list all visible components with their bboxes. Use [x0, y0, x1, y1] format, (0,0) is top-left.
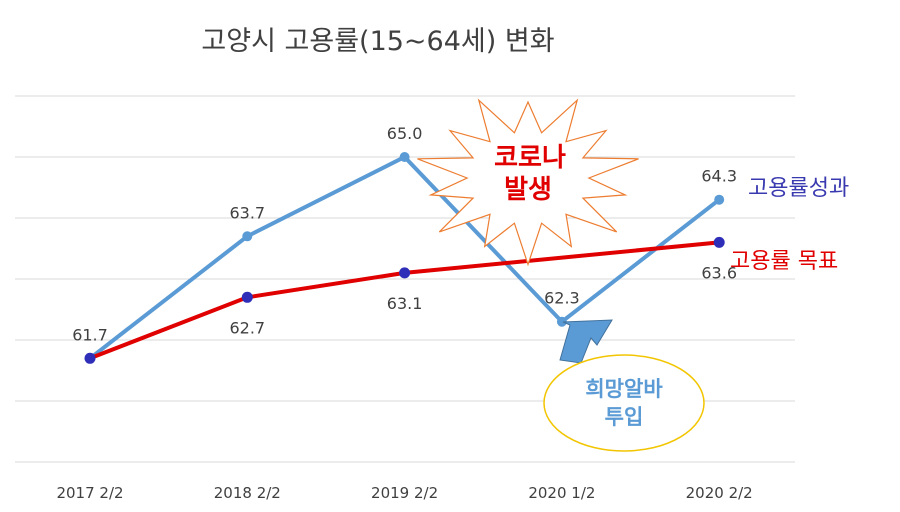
data-label: 63.6 [701, 263, 737, 282]
data-point [714, 194, 725, 205]
callout-text-line1: 희망알바 [585, 377, 663, 401]
data-point [241, 291, 253, 303]
data-label: 61.7 [72, 325, 108, 344]
chart-title: 고양시 고용률(15~64세) 변화 [201, 26, 554, 57]
data-point [399, 267, 411, 279]
corona-burst-annotation: 코로나 발생 [417, 98, 639, 267]
data-label: 62.3 [544, 289, 580, 308]
data-label: 63.1 [387, 294, 423, 313]
x-tick-label: 2018 2/2 [214, 484, 281, 502]
arrow-shape [559, 319, 613, 364]
callout-ellipse [543, 354, 705, 452]
x-axis-ticks: 2017 2/2 2018 2/2 2019 2/2 2020 1/2 2020 2/2 [56, 484, 752, 502]
data-point [713, 236, 725, 248]
series-group: 61.7 63.7 65.0 62.3 64.3 62.7 63.1 63.6 [72, 124, 737, 364]
legend-target: 고용률 목표 [730, 249, 838, 274]
explosion-shape [417, 98, 639, 267]
data-point [242, 231, 253, 242]
data-point [556, 316, 567, 327]
burst-text-line1: 코로나 [494, 143, 566, 173]
x-tick-label: 2020 2/2 [686, 484, 753, 502]
callout-annotation: 희망알바 투입 [543, 319, 705, 452]
series-line-1 [89, 240, 720, 361]
data-label: 63.7 [229, 203, 265, 222]
data-point [84, 352, 96, 364]
burst-text-line2: 발생 [504, 175, 552, 205]
legend-achievement: 고용률성과 [748, 176, 849, 201]
x-tick-label: 2020 1/2 [528, 484, 595, 502]
data-label: 64.3 [701, 167, 737, 186]
data-label: 62.7 [229, 318, 265, 337]
data-label: 65.0 [387, 124, 423, 143]
callout-text-line2: 투입 [605, 405, 644, 429]
x-tick-label: 2019 2/2 [371, 484, 438, 502]
x-tick-label: 2017 2/2 [56, 484, 123, 502]
data-point [399, 152, 410, 162]
series-line-0 [88, 154, 721, 360]
